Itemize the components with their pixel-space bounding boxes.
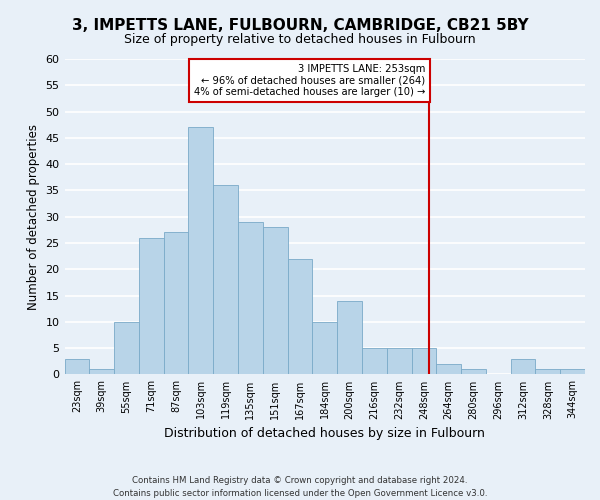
- Bar: [461, 369, 486, 374]
- Bar: [164, 232, 188, 374]
- Bar: [412, 348, 436, 374]
- Bar: [139, 238, 164, 374]
- Text: Contains HM Land Registry data © Crown copyright and database right 2024.
Contai: Contains HM Land Registry data © Crown c…: [113, 476, 487, 498]
- Bar: [65, 358, 89, 374]
- Bar: [89, 369, 114, 374]
- Bar: [535, 369, 560, 374]
- Bar: [287, 259, 313, 374]
- Text: Size of property relative to detached houses in Fulbourn: Size of property relative to detached ho…: [124, 32, 476, 46]
- Bar: [560, 369, 585, 374]
- X-axis label: Distribution of detached houses by size in Fulbourn: Distribution of detached houses by size …: [164, 427, 485, 440]
- Text: 3, IMPETTS LANE, FULBOURN, CAMBRIDGE, CB21 5BY: 3, IMPETTS LANE, FULBOURN, CAMBRIDGE, CB…: [71, 18, 529, 32]
- Bar: [436, 364, 461, 374]
- Bar: [263, 227, 287, 374]
- Bar: [387, 348, 412, 374]
- Bar: [337, 301, 362, 374]
- Bar: [114, 322, 139, 374]
- Bar: [188, 128, 213, 374]
- Bar: [362, 348, 387, 374]
- Bar: [511, 358, 535, 374]
- Bar: [313, 322, 337, 374]
- Bar: [238, 222, 263, 374]
- Bar: [213, 185, 238, 374]
- Text: 3 IMPETTS LANE: 253sqm
← 96% of detached houses are smaller (264)
4% of semi-det: 3 IMPETTS LANE: 253sqm ← 96% of detached…: [194, 64, 425, 98]
- Y-axis label: Number of detached properties: Number of detached properties: [27, 124, 40, 310]
